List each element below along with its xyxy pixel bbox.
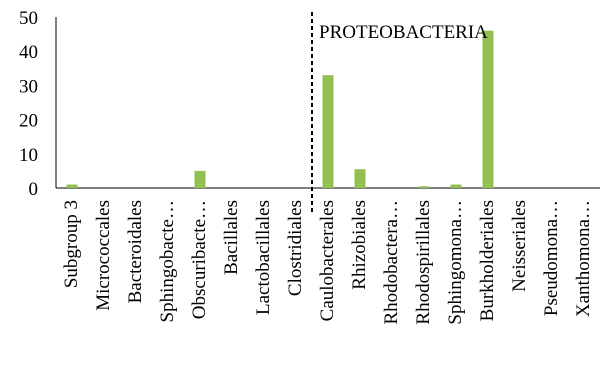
y-tick-label: 30 <box>19 76 38 97</box>
category-label: Sphingomona… <box>445 200 466 325</box>
y-tick-label: 0 <box>29 179 39 200</box>
category-label: Obscuribacte… <box>189 200 210 319</box>
y-tick-label: 20 <box>19 111 38 132</box>
category-label: Micrococcales <box>93 200 114 311</box>
category-label: Xanthomona… <box>573 200 594 317</box>
category-label: Burkholderiales <box>477 200 498 321</box>
category-label: Rhodospirillales <box>413 200 434 325</box>
bar <box>482 30 494 189</box>
category-label: Rhodobactera… <box>381 200 402 325</box>
x-axis-category-labels: Subgroup 3 Micrococcales Bacteroidales Sphi… <box>61 200 594 325</box>
category-label: Clostridiales <box>285 200 306 296</box>
category-label: Bacillales <box>221 200 242 275</box>
y-tick-label: 50 <box>19 8 38 29</box>
bar-series <box>66 30 494 189</box>
category-label: Subgroup 3 <box>61 200 82 288</box>
category-label: Lactobacillales <box>253 200 274 315</box>
category-label: Neisseriales <box>509 200 530 292</box>
bar <box>66 184 78 188</box>
proteobacteria-annotation: PROTEOBACTERIA <box>319 22 488 43</box>
category-label: Caulobacterales <box>317 200 338 321</box>
bar <box>194 170 206 188</box>
category-label: Pseudomona… <box>541 200 562 316</box>
category-label: Rhizobiales <box>349 200 370 290</box>
bar <box>418 186 430 188</box>
bar <box>322 75 334 188</box>
y-axis-ticks: 0 10 20 30 40 50 <box>19 8 38 200</box>
bar <box>354 169 366 188</box>
category-label: Sphingobacte… <box>157 200 178 322</box>
category-label: Bacteroidales <box>125 200 146 303</box>
y-tick-label: 10 <box>19 145 38 166</box>
bar <box>450 184 462 188</box>
y-tick-label: 40 <box>19 42 38 63</box>
